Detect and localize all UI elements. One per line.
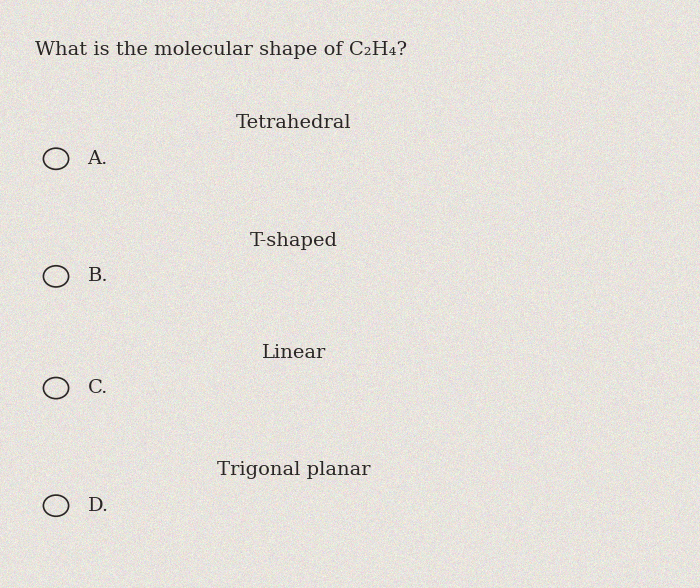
- Text: B.: B.: [88, 268, 108, 285]
- Text: Tetrahedral: Tetrahedral: [236, 115, 352, 132]
- Text: C.: C.: [88, 379, 108, 397]
- Text: What is the molecular shape of C₂H₄?: What is the molecular shape of C₂H₄?: [35, 41, 407, 59]
- Text: D.: D.: [88, 497, 108, 514]
- Text: Linear: Linear: [262, 344, 326, 362]
- Text: Trigonal planar: Trigonal planar: [217, 462, 371, 479]
- Text: A.: A.: [88, 150, 108, 168]
- Text: T-shaped: T-shaped: [250, 232, 338, 250]
